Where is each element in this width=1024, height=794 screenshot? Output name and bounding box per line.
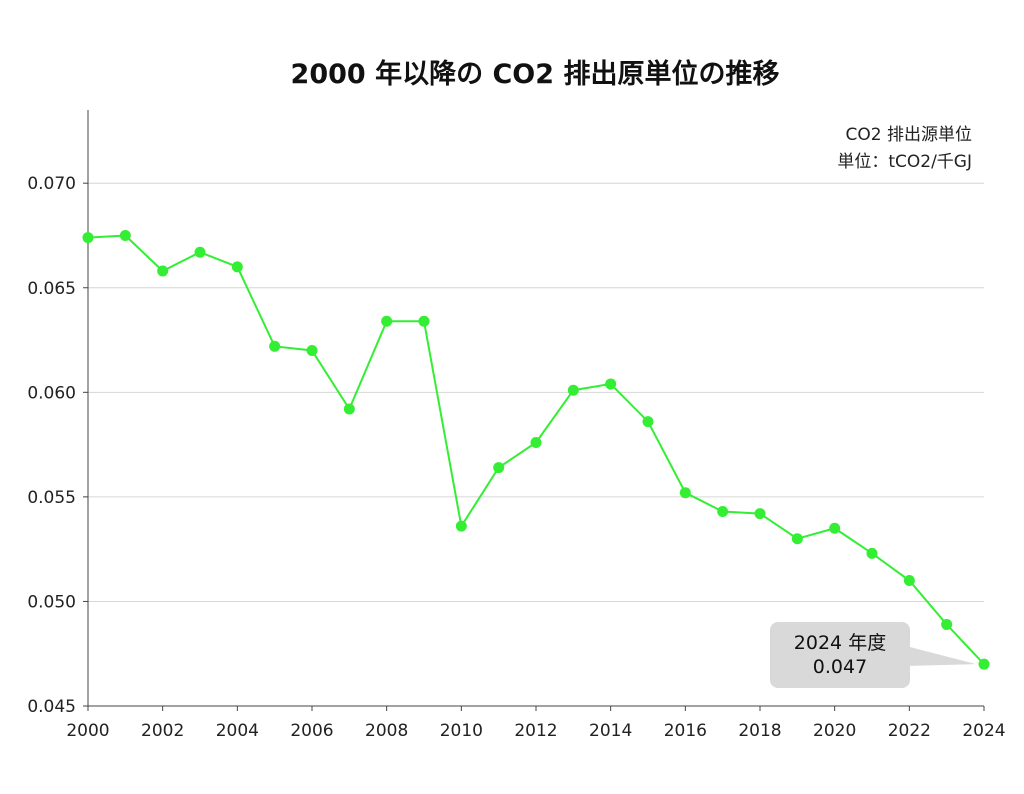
x-tick-label: 2006 bbox=[290, 721, 333, 741]
data-point bbox=[605, 378, 617, 390]
x-tick-label: 2024 bbox=[962, 721, 1005, 741]
x-tick-label: 2016 bbox=[664, 721, 707, 741]
data-point bbox=[791, 533, 803, 545]
series bbox=[82, 229, 990, 670]
data-point bbox=[306, 344, 318, 356]
data-point bbox=[754, 508, 766, 520]
value-callout: 2024 年度0.047 bbox=[770, 622, 976, 688]
y-tick-label: 0.060 bbox=[27, 383, 76, 403]
series-line bbox=[87, 234, 985, 665]
data-point bbox=[642, 416, 654, 428]
callout-text: 2024 年度 bbox=[794, 632, 886, 654]
data-point bbox=[941, 618, 953, 630]
x-tick-label: 2012 bbox=[514, 721, 557, 741]
y-tick-label: 0.070 bbox=[27, 174, 76, 194]
data-point bbox=[157, 265, 169, 277]
x-tick-label: 2022 bbox=[888, 721, 931, 741]
y-tick-label: 0.045 bbox=[27, 697, 76, 717]
data-point bbox=[418, 315, 430, 327]
data-point bbox=[343, 403, 355, 415]
units-note-line: 単位：tCO2/千GJ bbox=[837, 152, 972, 172]
chart-title: 2000 年以降の CO2 排出原単位の推移 bbox=[290, 59, 780, 90]
data-point bbox=[679, 487, 691, 499]
data-point bbox=[381, 315, 393, 327]
grid-lines bbox=[88, 182, 984, 602]
data-point bbox=[231, 261, 243, 273]
data-point bbox=[493, 462, 505, 474]
data-point bbox=[194, 246, 206, 258]
x-tick-label: 2014 bbox=[589, 721, 632, 741]
data-point bbox=[866, 547, 878, 559]
data-point bbox=[455, 520, 467, 532]
data-point bbox=[829, 522, 841, 534]
data-point bbox=[530, 437, 542, 449]
x-tick-label: 2020 bbox=[813, 721, 856, 741]
y-tick-label: 0.065 bbox=[27, 279, 76, 299]
data-point bbox=[119, 229, 131, 241]
x-tick-label: 2004 bbox=[216, 721, 259, 741]
y-tick-label: 0.050 bbox=[27, 592, 76, 612]
x-tick-label: 2010 bbox=[440, 721, 483, 741]
x-tick-label: 2008 bbox=[365, 721, 408, 741]
x-tick-label: 2018 bbox=[738, 721, 781, 741]
units-note-line: CO2 排出源単位 bbox=[846, 125, 972, 145]
data-point bbox=[903, 575, 915, 587]
tick-labels: 0.045 0.050 0.055 0.060 0.065 0.070 2000 2002 20… bbox=[27, 174, 1005, 741]
y-tick-label: 0.055 bbox=[27, 488, 76, 508]
callout-text: 0.047 bbox=[813, 656, 867, 678]
data-point bbox=[269, 340, 281, 352]
data-point bbox=[978, 658, 990, 670]
callout-box bbox=[770, 622, 910, 688]
callout-pointer bbox=[906, 646, 976, 666]
x-tick-label: 2000 bbox=[66, 721, 109, 741]
data-point bbox=[567, 384, 579, 396]
axes bbox=[83, 110, 985, 711]
data-point bbox=[82, 232, 94, 244]
x-tick-label: 2002 bbox=[141, 721, 184, 741]
data-point bbox=[717, 506, 729, 518]
